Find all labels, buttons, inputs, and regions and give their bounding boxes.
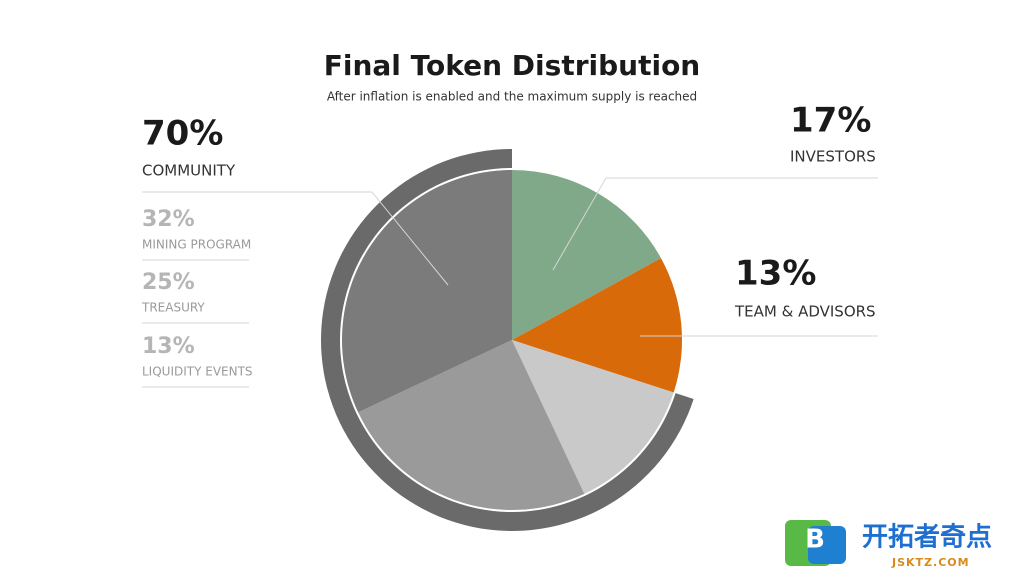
watermark-site: JSKTZ.COM: [891, 556, 970, 569]
pie-slice: [512, 258, 682, 393]
pie-slice: [358, 340, 585, 510]
chart-title: Final Token Distribution: [324, 49, 700, 82]
value-label: 13%: [142, 334, 195, 359]
category-label: MINING PROGRAM: [142, 238, 251, 252]
value-label: 32%: [142, 207, 195, 232]
group-label: COMMUNITY: [142, 162, 236, 180]
pie-slice: [342, 170, 512, 413]
pie-slice: [512, 170, 661, 340]
value-label: 25%: [142, 270, 195, 295]
logo-letter: B: [805, 525, 825, 555]
value-label: 13%: [735, 254, 816, 294]
category-label: INVESTORS: [790, 148, 876, 166]
group-value-label: 70%: [142, 114, 223, 154]
category-label: LIQUIDITY EVENTS: [142, 365, 253, 379]
pie-slice: [512, 340, 674, 494]
category-label: TREASURY: [141, 301, 205, 315]
watermark-name: 开拓者奇点: [862, 522, 992, 553]
logo-box: [808, 526, 846, 564]
chart-subtitle: After inflation is enabled and the maxim…: [327, 90, 697, 104]
labels: 17% INVESTORS 13% TEAM & ADVISORS 13% LIQUIDI…: [141, 101, 876, 379]
leader-line: [552, 177, 878, 271]
leader-lines: [142, 177, 878, 388]
leader-line: [142, 191, 449, 286]
value-label: 17%: [790, 101, 871, 141]
category-label: TEAM & ADVISORS: [734, 303, 876, 321]
pie: [321, 149, 694, 531]
watermark: B 开拓者奇点 JSKTZ.COM: [785, 520, 992, 569]
